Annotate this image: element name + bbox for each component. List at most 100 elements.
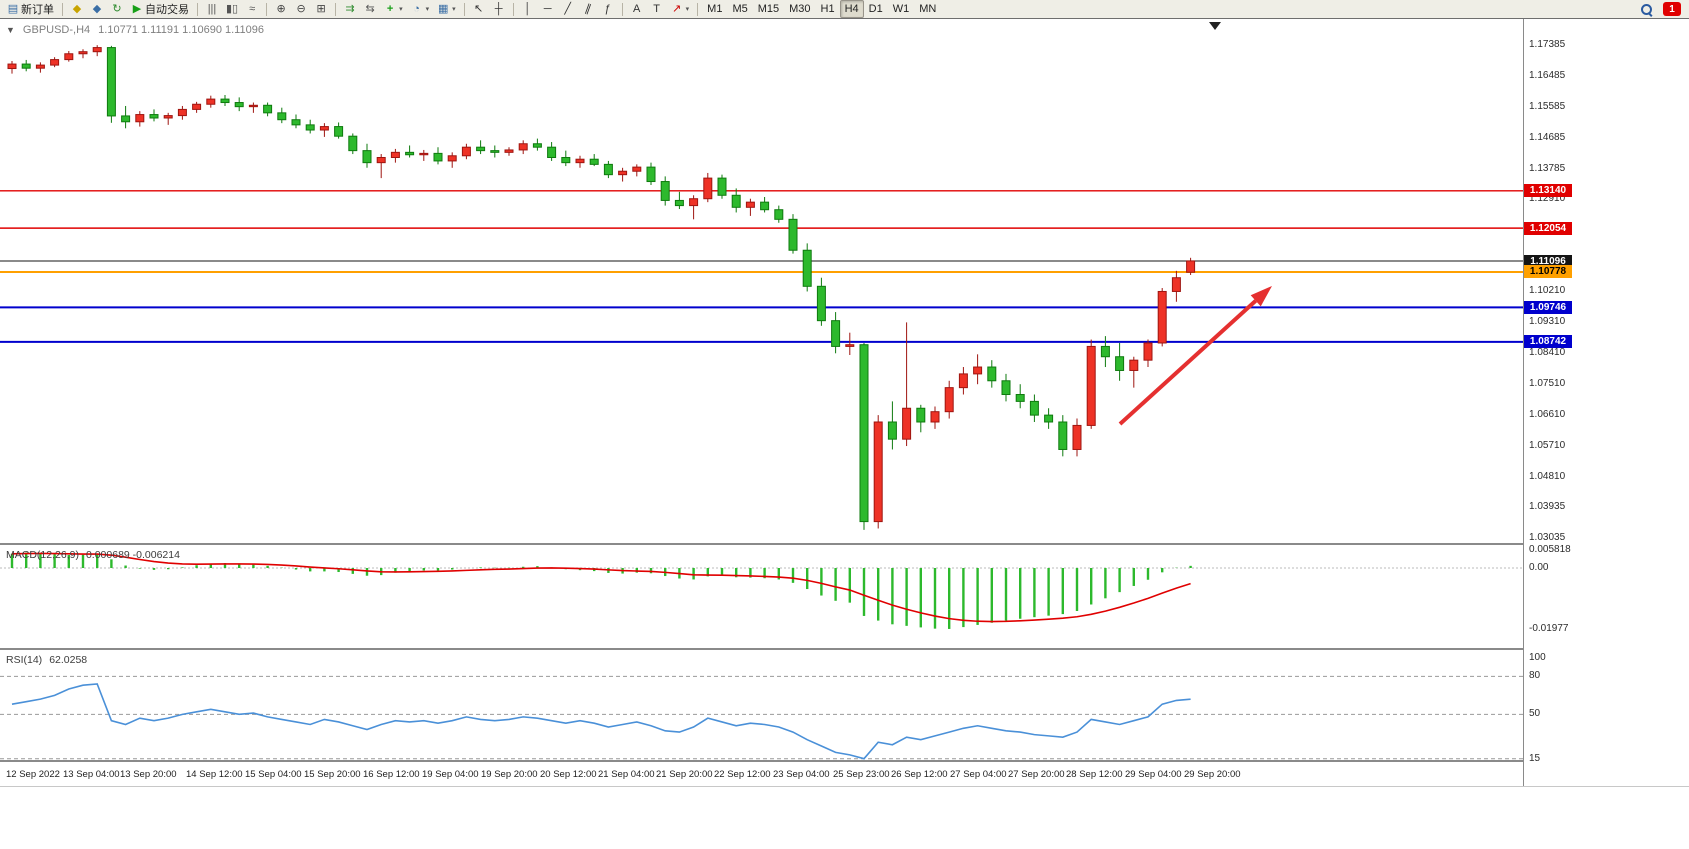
indicators-button[interactable]: + ▾ — [380, 0, 407, 18]
vertical-line-button[interactable]: │ — [518, 0, 538, 18]
time-axis-label: 26 Sep 12:00 — [891, 769, 948, 780]
chart-shift-marker[interactable] — [1209, 22, 1221, 30]
price-axis-label: 1.16485 — [1529, 69, 1566, 81]
panel-separator[interactable] — [0, 648, 1689, 650]
auto-scroll-button[interactable]: ⇉ — [340, 0, 360, 18]
candle-body — [618, 170, 628, 176]
candle-body — [518, 143, 528, 151]
price-axis-label: 1.09310 — [1529, 316, 1566, 328]
tf-h1-button[interactable]: H1 — [816, 0, 840, 18]
market-button[interactable]: ◆ — [87, 0, 107, 18]
notification-badge[interactable]: 1 — [1663, 2, 1681, 16]
price-chart[interactable] — [0, 19, 1523, 543]
trend-arrow-line[interactable] — [1118, 299, 1258, 426]
auto-trading-button[interactable]: ▶ 自动交易 — [127, 0, 193, 18]
candle-body — [121, 115, 131, 123]
cursor-button[interactable]: ↖ — [469, 0, 489, 18]
hline-icon: ─ — [543, 3, 552, 15]
macd-values: 0.000689 -0.006214 — [85, 549, 180, 561]
zoom-in-icon: ⊕ — [276, 3, 286, 15]
refresh-button[interactable]: ↻ — [107, 0, 127, 18]
price-axis-label: 1.06610 — [1529, 409, 1566, 421]
one-click-trading-toggle[interactable]: ▼ — [6, 25, 15, 35]
channel-button[interactable]: ∥ — [578, 0, 598, 18]
arrows-button[interactable]: ↗ ▾ — [667, 0, 694, 18]
candle-body — [35, 64, 45, 69]
zoom-out-button[interactable]: ⊖ — [291, 0, 311, 18]
price-axis-label: 1.05710 — [1529, 440, 1566, 452]
price-badge-1.12054: 1.12054 — [1524, 221, 1572, 235]
metaeditor-button[interactable]: ◆ — [67, 0, 87, 18]
tf-m30-button[interactable]: M30 — [784, 0, 815, 18]
time-axis-label: 12 Sep 2022 — [6, 769, 60, 780]
toolbar-separator — [463, 2, 465, 16]
candle-body — [1171, 277, 1181, 292]
market-icon: ◆ — [92, 3, 102, 15]
candle-body — [902, 407, 912, 440]
candle-body — [21, 63, 31, 69]
text-button[interactable]: A — [627, 0, 647, 18]
price-badge-1.09746: 1.09746 — [1524, 300, 1572, 314]
dropdown-caret-icon: ▾ — [685, 6, 690, 13]
candle-body — [1100, 345, 1110, 358]
candle-body — [603, 163, 613, 176]
zoom-in-button[interactable]: ⊕ — [271, 0, 291, 18]
candle-body — [163, 115, 173, 119]
panel-separator[interactable] — [0, 760, 1689, 762]
fibo-icon: ƒ — [604, 3, 611, 15]
new-order-button[interactable]: ▤ 新订单 — [3, 0, 58, 18]
periods-button[interactable]: ◔ ▾ — [407, 0, 434, 18]
price-axis-label: 1.17385 — [1529, 39, 1566, 50]
rsi-panel[interactable] — [0, 650, 1523, 760]
horizontal-line-button[interactable]: ─ — [538, 0, 558, 18]
search-icon[interactable] — [1640, 3, 1653, 16]
time-axis-label: 29 Sep 20:00 — [1184, 769, 1241, 780]
text-label-button[interactable]: T — [647, 0, 667, 18]
time-axis-label: 25 Sep 23:00 — [833, 769, 890, 780]
candle-body — [944, 387, 954, 413]
order-icon: ▤ — [7, 3, 19, 15]
toolbar-separator — [512, 2, 514, 16]
candle-body — [987, 366, 997, 382]
fibonacci-button[interactable]: ƒ — [598, 0, 618, 18]
tf-w1-button[interactable]: W1 — [888, 0, 915, 18]
candle-body — [1186, 260, 1196, 273]
price-axis-label: 1.08410 — [1529, 347, 1566, 359]
macd-axis-label: 0.00 — [1529, 562, 1549, 573]
tf-h4-button[interactable]: H4 — [839, 0, 864, 18]
line-chart-button[interactable]: ≈ — [242, 0, 262, 18]
candle-body — [1029, 400, 1039, 416]
price-axis-label: 1.03035 — [1529, 531, 1566, 543]
candle-body — [248, 104, 258, 108]
candle-body — [689, 198, 699, 207]
candle-body — [575, 158, 585, 164]
bar-chart-button[interactable]: ||| — [202, 0, 222, 18]
chart-shift-button[interactable]: ⇆ — [360, 0, 380, 18]
macd-title: MACD(12,26,9) 0.000689 -0.006214 — [6, 549, 180, 561]
time-scale[interactable]: 12 Sep 2022 13 Sep 04:00 13 Sep 20:00 14 Se… — [0, 762, 1523, 786]
trendline-button[interactable]: ╱ — [558, 0, 578, 18]
tf-m1-button[interactable]: M1 — [702, 0, 727, 18]
candle-body — [1086, 345, 1096, 426]
tile-windows-button[interactable]: ⊞ — [311, 0, 331, 18]
tf-m5-button[interactable]: M5 — [727, 0, 752, 18]
trend-arrow-head[interactable] — [1250, 286, 1272, 307]
toolbar-separator — [621, 2, 623, 16]
candle-body — [1115, 356, 1125, 371]
rsi-axis-label: 100 — [1529, 652, 1546, 663]
price-scale[interactable]: 1.17385 1.16485 1.15585 1.14685 1.13785 1.129… — [1524, 19, 1689, 786]
candle-body — [405, 151, 415, 156]
candle-body — [149, 114, 159, 119]
tf-mn-button-label: MN — [919, 3, 937, 15]
macd-panel[interactable] — [0, 545, 1523, 648]
candlestick-chart-button[interactable]: ▮▯ — [222, 0, 242, 18]
crosshair-button[interactable]: ┼ — [489, 0, 509, 18]
candle-body — [291, 119, 301, 126]
templates-button[interactable]: ▦ ▾ — [433, 0, 460, 18]
panel-separator[interactable] — [0, 543, 1689, 545]
tf-mn-button[interactable]: MN — [914, 0, 941, 18]
tf-d1-button[interactable]: D1 — [864, 0, 888, 18]
candle-body — [220, 98, 230, 104]
tf-m15-button[interactable]: M15 — [753, 0, 784, 18]
